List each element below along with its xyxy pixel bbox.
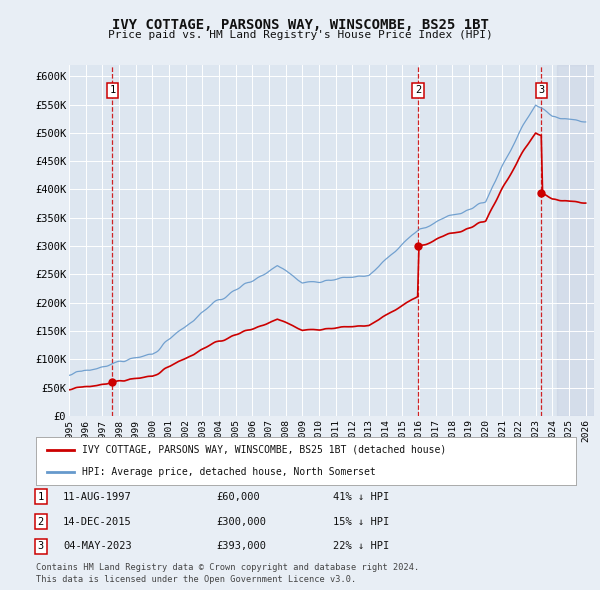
Text: 1: 1 [38,492,44,502]
Text: Contains HM Land Registry data © Crown copyright and database right 2024.: Contains HM Land Registry data © Crown c… [36,563,419,572]
Text: 2: 2 [38,517,44,526]
Text: 2: 2 [415,86,421,96]
Text: 3: 3 [38,542,44,551]
Text: 22% ↓ HPI: 22% ↓ HPI [333,542,389,551]
Text: 3: 3 [538,86,544,96]
Text: IVY COTTAGE, PARSONS WAY, WINSCOMBE, BS25 1BT: IVY COTTAGE, PARSONS WAY, WINSCOMBE, BS2… [112,18,488,32]
Text: IVY COTTAGE, PARSONS WAY, WINSCOMBE, BS25 1BT (detached house): IVY COTTAGE, PARSONS WAY, WINSCOMBE, BS2… [82,445,446,455]
Text: 41% ↓ HPI: 41% ↓ HPI [333,492,389,502]
Text: 11-AUG-1997: 11-AUG-1997 [63,492,132,502]
Text: 14-DEC-2015: 14-DEC-2015 [63,517,132,526]
Text: HPI: Average price, detached house, North Somerset: HPI: Average price, detached house, Nort… [82,467,376,477]
Text: £60,000: £60,000 [216,492,260,502]
Text: 15% ↓ HPI: 15% ↓ HPI [333,517,389,526]
Text: £393,000: £393,000 [216,542,266,551]
Text: 04-MAY-2023: 04-MAY-2023 [63,542,132,551]
Bar [557,65,594,416]
Text: 1: 1 [109,86,116,96]
Text: Price paid vs. HM Land Registry's House Price Index (HPI): Price paid vs. HM Land Registry's House … [107,30,493,40]
Text: This data is licensed under the Open Government Licence v3.0.: This data is licensed under the Open Gov… [36,575,356,584]
Text: £300,000: £300,000 [216,517,266,526]
